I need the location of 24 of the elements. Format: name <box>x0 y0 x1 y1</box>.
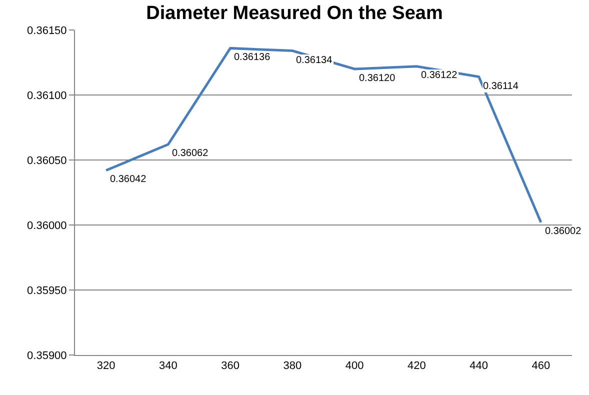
data-label: 0.36120 <box>359 73 396 84</box>
chart-title: Diameter Measured On the Seam <box>146 3 443 24</box>
data-label: 0.36042 <box>110 174 147 185</box>
data-label: 0.36114 <box>483 81 519 92</box>
y-tick-label: 0.35900 <box>27 350 67 362</box>
data-label: 0.36062 <box>172 148 209 159</box>
y-tick-label: 0.35950 <box>27 284 67 297</box>
x-tick-label: 460 <box>532 360 550 372</box>
y-tick-label: 0.36150 <box>27 24 67 37</box>
x-tick-label: 420 <box>408 360 426 372</box>
data-label: 0.36134 <box>296 55 333 66</box>
x-tick-label: 320 <box>96 360 116 372</box>
data-label: 0.36136 <box>234 52 271 63</box>
x-tick-label: 440 <box>470 360 488 372</box>
x-tick-label: 340 <box>159 360 178 372</box>
data-label: 0.36122 <box>421 70 458 81</box>
x-tick-label: 380 <box>283 360 302 372</box>
line-series <box>104 46 542 224</box>
x-tick-label: 400 <box>345 360 364 372</box>
data-label: 0.36002 <box>545 226 582 237</box>
x-tick-label: 360 <box>221 360 240 372</box>
y-tick-label: 0.36100 <box>27 90 67 102</box>
y-tick-label: 0.36050 <box>27 154 67 167</box>
y-tick-label: 0.36000 <box>27 220 67 232</box>
